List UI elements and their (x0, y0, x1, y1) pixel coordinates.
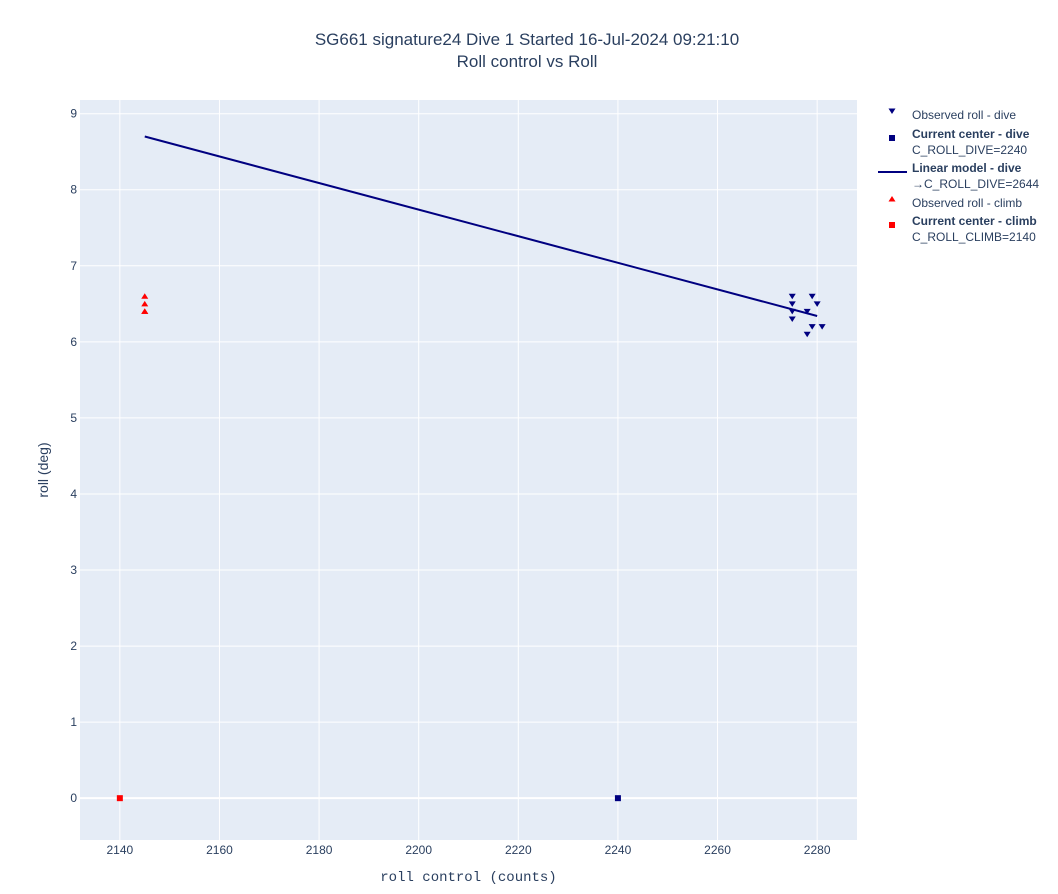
observed-point (141, 300, 149, 307)
y-tick-label: 5 (70, 411, 77, 425)
y-axis-label: roll (deg) (35, 442, 51, 497)
x-axis-ticks: 2140 2160 2180 2200 2220 2240 2260 2280 (106, 843, 830, 857)
observed-point (141, 308, 149, 314)
x-tick-label: 2220 (505, 843, 532, 857)
y-tick-label: 7 (70, 259, 77, 273)
legend-marker-symbol (889, 222, 895, 228)
observed-point (788, 293, 796, 300)
observed-point (808, 324, 816, 330)
y-tick-label: 2 (70, 639, 77, 653)
y-tick-label: 4 (70, 487, 77, 501)
y-tick-label: 8 (70, 183, 77, 197)
center-marker (116, 795, 123, 802)
legend-sublabel: C_ROLL_CLIMB=2140 (912, 230, 1036, 244)
legend-item[interactable]: Linear model - dive →C_ROLL_DIVE=2644 (878, 161, 1039, 191)
legend-item[interactable]: Observed roll - dive (888, 108, 1017, 122)
y-axis-ticks: 0 1 2 3 4 5 6 7 8 9 (70, 107, 77, 805)
y-tick-label: 9 (70, 107, 77, 121)
observed-point (813, 301, 821, 307)
legend-item[interactable]: Current center - climb C_ROLL_CLIMB=2140 (889, 214, 1037, 244)
legend-label: Linear model - dive (912, 161, 1022, 175)
legend-label: Observed roll - dive (912, 108, 1016, 122)
y-tick-label: 3 (70, 563, 77, 577)
observed-point (788, 301, 796, 307)
x-axis-label: roll control (counts) (380, 870, 556, 886)
center-marker (614, 795, 621, 802)
linear-model-line (144, 135, 818, 317)
observed-point (818, 324, 826, 330)
legend-item[interactable]: Current center - dive C_ROLL_DIVE=2240 (889, 127, 1030, 157)
x-tick-label: 2260 (704, 843, 731, 857)
y-tick-label: 0 (70, 791, 77, 805)
legend-label: Current center - climb (912, 214, 1037, 228)
y-tick-label: 1 (70, 715, 77, 729)
legend-marker-symbol (888, 196, 896, 202)
legend-sublabel: C_ROLL_DIVE=2240 (912, 143, 1027, 157)
y-tick-label: 6 (70, 335, 77, 349)
legend-marker-symbol (889, 135, 895, 141)
observed-point (788, 316, 796, 323)
legend-label: Current center - dive (912, 127, 1030, 141)
observed-point (808, 293, 816, 300)
data-marks (116, 135, 826, 802)
x-tick-label: 2140 (106, 843, 133, 857)
legend-marker-symbol (888, 108, 896, 114)
x-tick-label: 2180 (306, 843, 333, 857)
plot-area (80, 100, 857, 840)
legend[interactable]: Observed roll - dive Current center - div… (878, 108, 1039, 244)
observed-point (803, 308, 811, 315)
x-tick-label: 2240 (605, 843, 632, 857)
chart-subtitle: Roll control vs Roll (457, 52, 598, 71)
grid (80, 100, 857, 840)
observed-point (803, 331, 811, 338)
legend-sublabel: →C_ROLL_DIVE=2644 (912, 177, 1039, 191)
chart-title: SG661 signature24 Dive 1 Started 16-Jul-… (315, 30, 739, 49)
x-tick-label: 2280 (804, 843, 831, 857)
legend-item[interactable]: Observed roll - climb (888, 196, 1023, 210)
x-tick-label: 2200 (405, 843, 432, 857)
observed-point (141, 293, 149, 299)
legend-label: Observed roll - climb (912, 196, 1022, 210)
x-tick-label: 2160 (206, 843, 233, 857)
